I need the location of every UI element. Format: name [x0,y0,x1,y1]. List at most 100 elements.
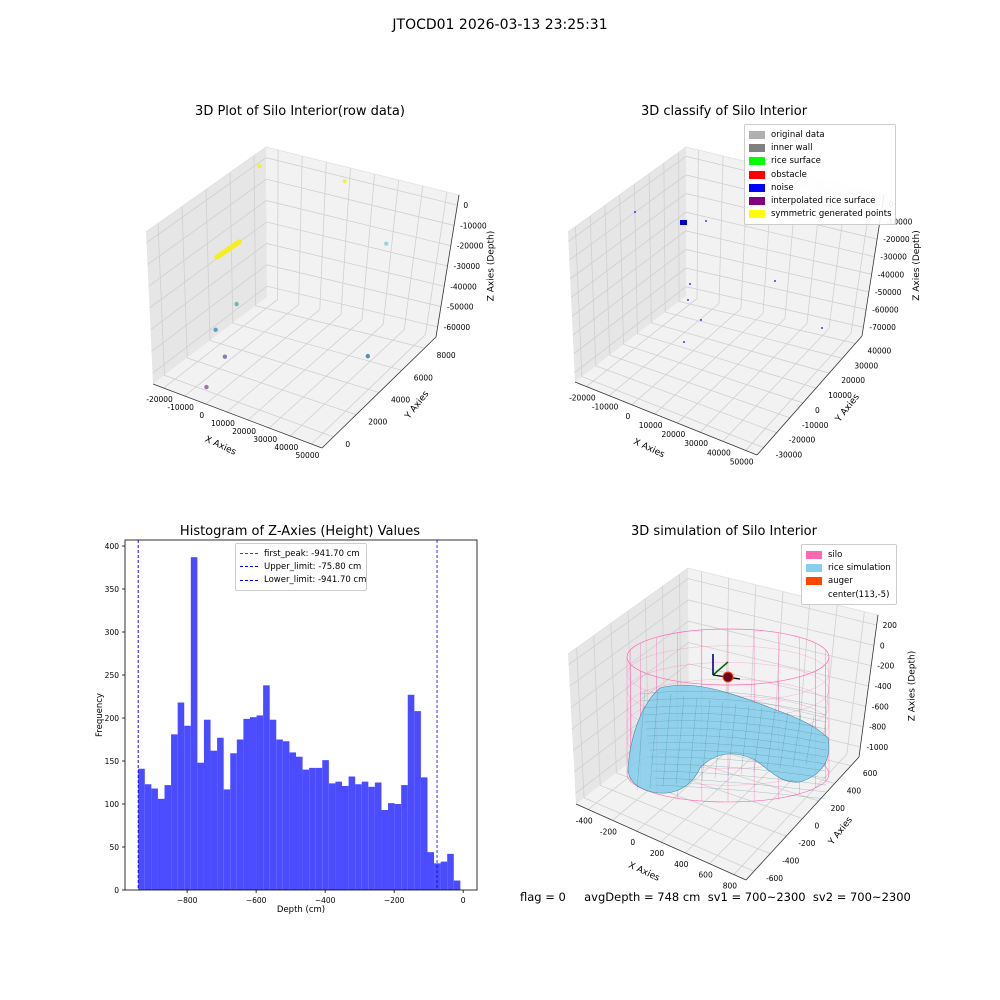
legend-swatch [806,550,822,559]
legend-item: auger [806,575,892,588]
y-grid-line [574,226,764,448]
histogram-plot: −800 −600 −400 −200 0 0 50 100 150 200 250 300 350 40… [95,539,478,915]
z-tick-label: -60000 [444,323,471,332]
raw-data-point [204,384,209,390]
x-tick-label: 0 [199,411,204,420]
legend-label: noise [771,182,794,193]
histogram-bar [184,725,191,890]
back-pane [266,147,459,337]
z-tick-label: 0 [880,641,885,650]
x-tick-label: 200 [650,849,665,858]
histogram-bar [164,785,172,890]
y-tick-label: -400 [782,857,799,866]
legend-swatch [749,143,765,152]
z-axis-line [435,194,460,338]
histogram-bar [315,767,323,890]
legend-swatch [749,157,765,166]
x-tick-label: 400 [674,860,689,869]
legend-swatch [806,563,822,572]
x-grid-line [290,185,424,437]
y-grid-line [610,623,787,837]
y-grid-line [593,635,771,855]
x-grid-line [733,611,865,875]
z-grid-line [146,157,458,244]
y-grid-line [619,194,804,404]
histogram-bar [361,781,369,890]
rice-mesh-line [641,698,827,716]
y-axis-label: Y Axies [826,815,855,848]
x-axis-label: Depth (cm) [277,905,325,915]
y-tick-label: 10000 [828,391,852,400]
x-tick-label: -200 [600,827,617,836]
left-pane [568,147,686,382]
x-tick-label: 40000 [274,443,298,452]
x-grid-line [311,191,448,445]
legend-item: noise [749,181,891,194]
rice-mesh-line [740,705,750,775]
x-grid-line [226,167,351,413]
y-grid-line [604,205,790,419]
rice-mesh-line [639,690,827,709]
histogram-bar [144,784,152,890]
legend-swatch [806,591,822,599]
y-grid-line [678,152,856,344]
legend-label: symmetric generated points [771,209,892,220]
raw-data-point [236,239,242,245]
z-tick-label: -30000 [454,262,481,271]
x-grid-line [205,161,327,405]
legend-line [240,566,258,568]
y-grid-line [663,162,843,359]
y-axis-line [321,336,437,449]
legend-item: center(113,-5) [806,588,892,601]
histogram-bar [138,768,145,890]
legend-label: interpolated rice surface [771,196,876,207]
histogram-bar [394,804,402,890]
y-tick-label: 0 [815,822,820,831]
y-grid-line [253,155,425,349]
histogram-legend: first_peak: -941.70 cm Upper_limit: -75.8… [235,543,367,591]
z-grid-line [569,599,875,687]
z-tick-label: -800 [869,723,886,732]
y-axis-label: Frequency [95,693,105,737]
histogram-bar [302,769,310,890]
histogram-bar [355,784,362,890]
legend-label: auger [828,576,853,587]
rice-mesh-line [651,763,827,779]
x-grid-line [268,179,400,429]
x-tick-label: 600 [698,871,713,880]
y-tick-label: -600 [766,874,783,883]
silo-top-ring [626,628,830,686]
raw-data-point [257,163,262,169]
pane-edge [145,146,460,233]
x-axis-line [575,803,747,881]
x-tick-label: 30000 [253,435,277,444]
x-tick-label: 40000 [707,448,731,457]
y-tick-label: 2000 [368,418,387,427]
x-axis-line [152,383,323,449]
histogram-bar [342,785,349,890]
x-axis-label: X Axies [203,435,238,458]
y-tick-label: -30000 [776,451,803,460]
z-axis-label: Z Axies (Depth) [912,230,922,301]
z-axis-label: Z Axies (Depth) [487,231,497,302]
legend-label: Lower_limit: -941.70 cm [264,575,367,586]
histogram-bar [236,739,244,890]
noise-point [634,211,636,213]
noise-point [821,327,823,329]
y-tick-label: 600 [863,769,878,778]
legend-label: silo [828,549,843,560]
raw-data-point [384,241,389,246]
histogram-bar [407,694,415,890]
x-axis-label: X Axies [627,861,662,884]
rice-mesh-line [649,749,827,765]
rice-mesh-line [662,693,672,787]
x-grid-line [699,179,823,433]
histogram-bar [440,861,448,890]
z-grid-line [574,286,864,373]
y-grid-line [181,206,357,416]
histogram-bar [322,760,329,890]
z-tick-label: 0 [463,201,468,210]
histogram-bar [256,715,264,890]
rice-mesh-line [766,709,776,771]
histogram-bar [197,762,204,890]
